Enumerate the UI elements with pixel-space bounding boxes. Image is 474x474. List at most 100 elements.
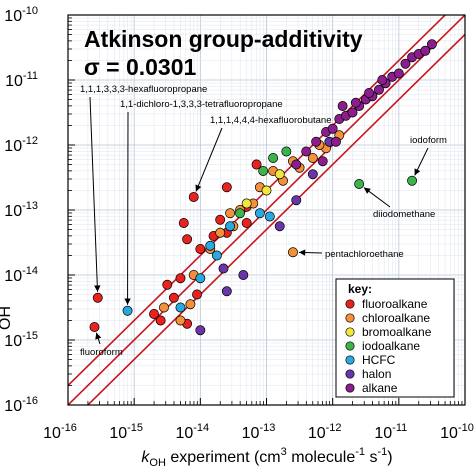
- data-point-fluoroalkane: [221, 182, 232, 193]
- data-point-alkane: [393, 68, 404, 79]
- legend-label: fluoroalkane: [362, 297, 428, 311]
- data-point-fluoroalkane: [149, 309, 159, 319]
- annotation-arrowhead: [95, 332, 102, 340]
- data-point-fluoroalkane: [188, 192, 199, 202]
- data-point-halon: [307, 169, 318, 180]
- legend-title: key:: [348, 282, 372, 296]
- data-point-alkane: [301, 146, 312, 157]
- data-point-alkane: [327, 123, 338, 134]
- annotation-arrowhead: [363, 187, 371, 194]
- y-axis-label-fragment: OH: [0, 306, 14, 330]
- x-tick-label: 10-11: [374, 422, 407, 442]
- data-point-alkane: [347, 107, 358, 118]
- data-point-alkane: [337, 101, 348, 111]
- y-tick-label: 10-13: [4, 200, 38, 220]
- data-point-fluoroalkane: [241, 218, 252, 228]
- legend-label: alkane: [362, 381, 398, 395]
- data-point-fluoroalkane: [192, 289, 202, 300]
- data-point-fluoroalkane: [92, 292, 103, 303]
- data-point-fluoroalkane: [182, 234, 193, 245]
- data-point-bromoalkane: [274, 169, 285, 180]
- data-point-fluoroalkane: [251, 159, 262, 170]
- data-point-fluoroalkane: [168, 292, 179, 303]
- legend-label: HCFC: [362, 353, 396, 367]
- data-point-fluoroalkane: [215, 214, 226, 225]
- data-point-fluoroalkane: [155, 315, 166, 326]
- legend-swatch: [345, 369, 355, 379]
- data-point-fluoroalkane: [195, 244, 206, 254]
- y-tick-label: 10-12: [4, 135, 38, 155]
- legend-swatch: [345, 355, 355, 365]
- annotation-label: 1,1,1,3,3,3-hexafluoropropane: [80, 84, 207, 95]
- data-point-alkane: [426, 39, 437, 50]
- data-point-alkane: [291, 159, 302, 170]
- legend-swatch: [345, 327, 355, 337]
- data-point-fluoroalkane: [89, 322, 100, 332]
- data-point-chloroalkane: [158, 302, 169, 313]
- annotation-arrowhead: [298, 249, 306, 256]
- data-point-bromoalkane: [261, 185, 272, 196]
- y-tick-label: 10-15: [4, 330, 38, 350]
- data-point-fluoroalkane: [178, 218, 189, 228]
- legend-label: iodoalkane: [362, 339, 420, 353]
- annotation-label: iodoform: [410, 135, 447, 146]
- annotations: 1,1,1,3,3,3-hexafluoropropane 1,1-dichlor…: [80, 84, 447, 358]
- data-point-iodoalkane: [268, 153, 279, 163]
- data-point-iodoalkane: [258, 166, 269, 176]
- data-point-chloroalkane: [215, 227, 226, 238]
- data-point-alkane: [400, 58, 411, 69]
- annotation-arrowhead: [124, 298, 131, 305]
- data-point-alkane: [364, 88, 375, 98]
- annotation-arrow: [89, 96, 99, 292]
- data-point-chloroalkane: [185, 299, 196, 310]
- data-point-hcfc: [205, 240, 216, 251]
- legend-label: chloroalkane: [362, 311, 430, 325]
- y-tick-label: 10-10: [4, 5, 38, 25]
- annotation-label: fluoroform: [80, 347, 123, 358]
- y-tick-label: 10-16: [4, 395, 38, 415]
- data-point-chloroalkane: [288, 247, 298, 258]
- legend-box: [335, 278, 455, 398]
- annotation-arrow: [195, 127, 223, 192]
- lower-band-line: [86, 33, 465, 405]
- data-point-chloroalkane: [225, 208, 236, 219]
- legend-label: bromoalkane: [362, 325, 432, 339]
- data-point-fluoroalkane: [175, 273, 186, 284]
- x-axis-label: kOH experiment (cm3 molecule-1 s-1): [141, 446, 392, 469]
- data-point-halon: [218, 263, 229, 274]
- data-point-alkane: [374, 84, 384, 95]
- axis-ticks: 10-16 10-15 10-14 10-13 10-12 10-11 10-10 10-16…: [4, 5, 474, 442]
- data-point-iodoalkane: [281, 146, 292, 157]
- legend-label: halon: [362, 367, 391, 381]
- data-point-alkane: [311, 136, 322, 147]
- data-point-halon: [195, 325, 206, 336]
- sigma-label: σ = 0.0301: [84, 54, 197, 80]
- annotation-arrowhead: [414, 168, 421, 176]
- data-point-hcfc: [254, 208, 265, 219]
- data-point-alkane: [377, 75, 388, 85]
- one-to-one-line: [68, 15, 465, 405]
- annotation-arrowhead: [195, 184, 202, 192]
- data-point-alkane: [350, 97, 361, 108]
- data-point-hcfc: [225, 221, 236, 232]
- data-point-alkane: [331, 136, 341, 147]
- legend-swatch: [345, 383, 355, 393]
- data-point-halon: [221, 286, 232, 297]
- data-point-iodoalkane: [407, 175, 418, 186]
- data-point-hcfc: [195, 273, 206, 284]
- x-tick-label: 10-15: [109, 422, 143, 442]
- data-point-iodoalkane: [354, 179, 365, 189]
- data-point-hcfc: [211, 250, 222, 261]
- data-point-halon: [238, 270, 249, 280]
- legend-swatch: [345, 341, 355, 351]
- annotation-label: 1,1,1,4,4,4-hexafluorobutane: [210, 115, 331, 126]
- data-point-bromoalkane: [241, 198, 252, 209]
- data-point-alkane: [420, 45, 431, 56]
- x-tick-label: 10-12: [308, 422, 342, 442]
- data-points: [89, 39, 437, 336]
- legend-swatch: [345, 299, 355, 309]
- annotation-label: pentachloroethane: [325, 249, 404, 260]
- legend-swatch: [345, 313, 355, 323]
- data-point-hcfc: [122, 305, 133, 316]
